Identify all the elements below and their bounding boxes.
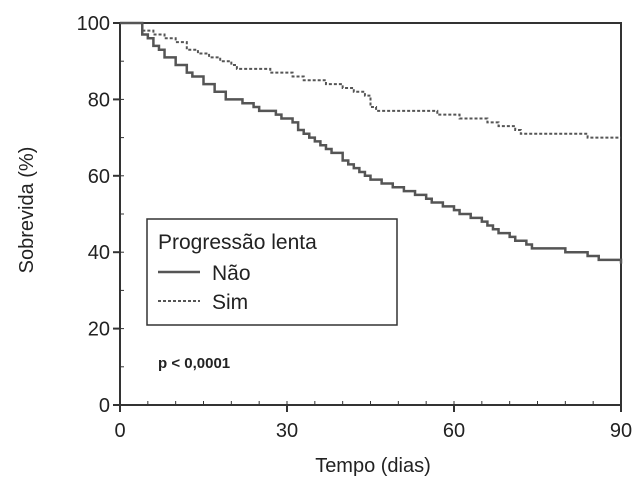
y-axis-label: Sobrevida (%)	[16, 147, 38, 274]
series-sim-line	[120, 22, 621, 139]
y-tick-label: 40	[88, 242, 110, 264]
x-tick-label: 0	[114, 420, 125, 442]
series-nao-line	[120, 21, 623, 264]
y-tick-label: 20	[88, 319, 110, 341]
x-tick-label: 90	[610, 420, 632, 442]
x-axis-label: Tempo (dias)	[315, 455, 431, 477]
plot-area	[119, 22, 622, 406]
series-layer	[120, 21, 623, 264]
y-tick-label: 60	[88, 166, 110, 188]
y-tick-label: 80	[88, 89, 110, 111]
x-tick-label: 30	[276, 420, 298, 442]
p-value-annotation: p < 0,0001	[158, 355, 230, 372]
legend-entry-sim: Sim	[212, 291, 248, 314]
legend-entry-nao: Não	[212, 262, 251, 285]
y-axis-ticks: 0 20 40 60 80 100	[77, 13, 120, 417]
legend-title: Progressão lenta	[158, 231, 317, 254]
x-axis-ticks: 0 30 60 90	[114, 405, 632, 442]
legend: Progressão lenta Não Sim	[146, 218, 398, 326]
y-tick-label: 0	[99, 395, 110, 417]
y-tick-label: 100	[77, 13, 110, 35]
x-tick-label: 60	[443, 420, 465, 442]
